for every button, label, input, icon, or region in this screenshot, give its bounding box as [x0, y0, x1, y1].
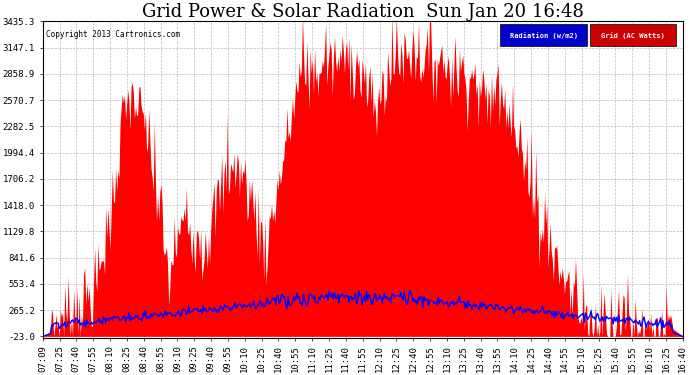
FancyBboxPatch shape — [590, 24, 676, 46]
Text: Radiation (w/m2): Radiation (w/m2) — [509, 32, 578, 39]
Text: Grid (AC Watts): Grid (AC Watts) — [601, 32, 665, 39]
Text: Copyright 2013 Cartronics.com: Copyright 2013 Cartronics.com — [46, 30, 180, 39]
FancyBboxPatch shape — [500, 24, 586, 46]
Title: Grid Power & Solar Radiation  Sun Jan 20 16:48: Grid Power & Solar Radiation Sun Jan 20 … — [141, 3, 584, 21]
